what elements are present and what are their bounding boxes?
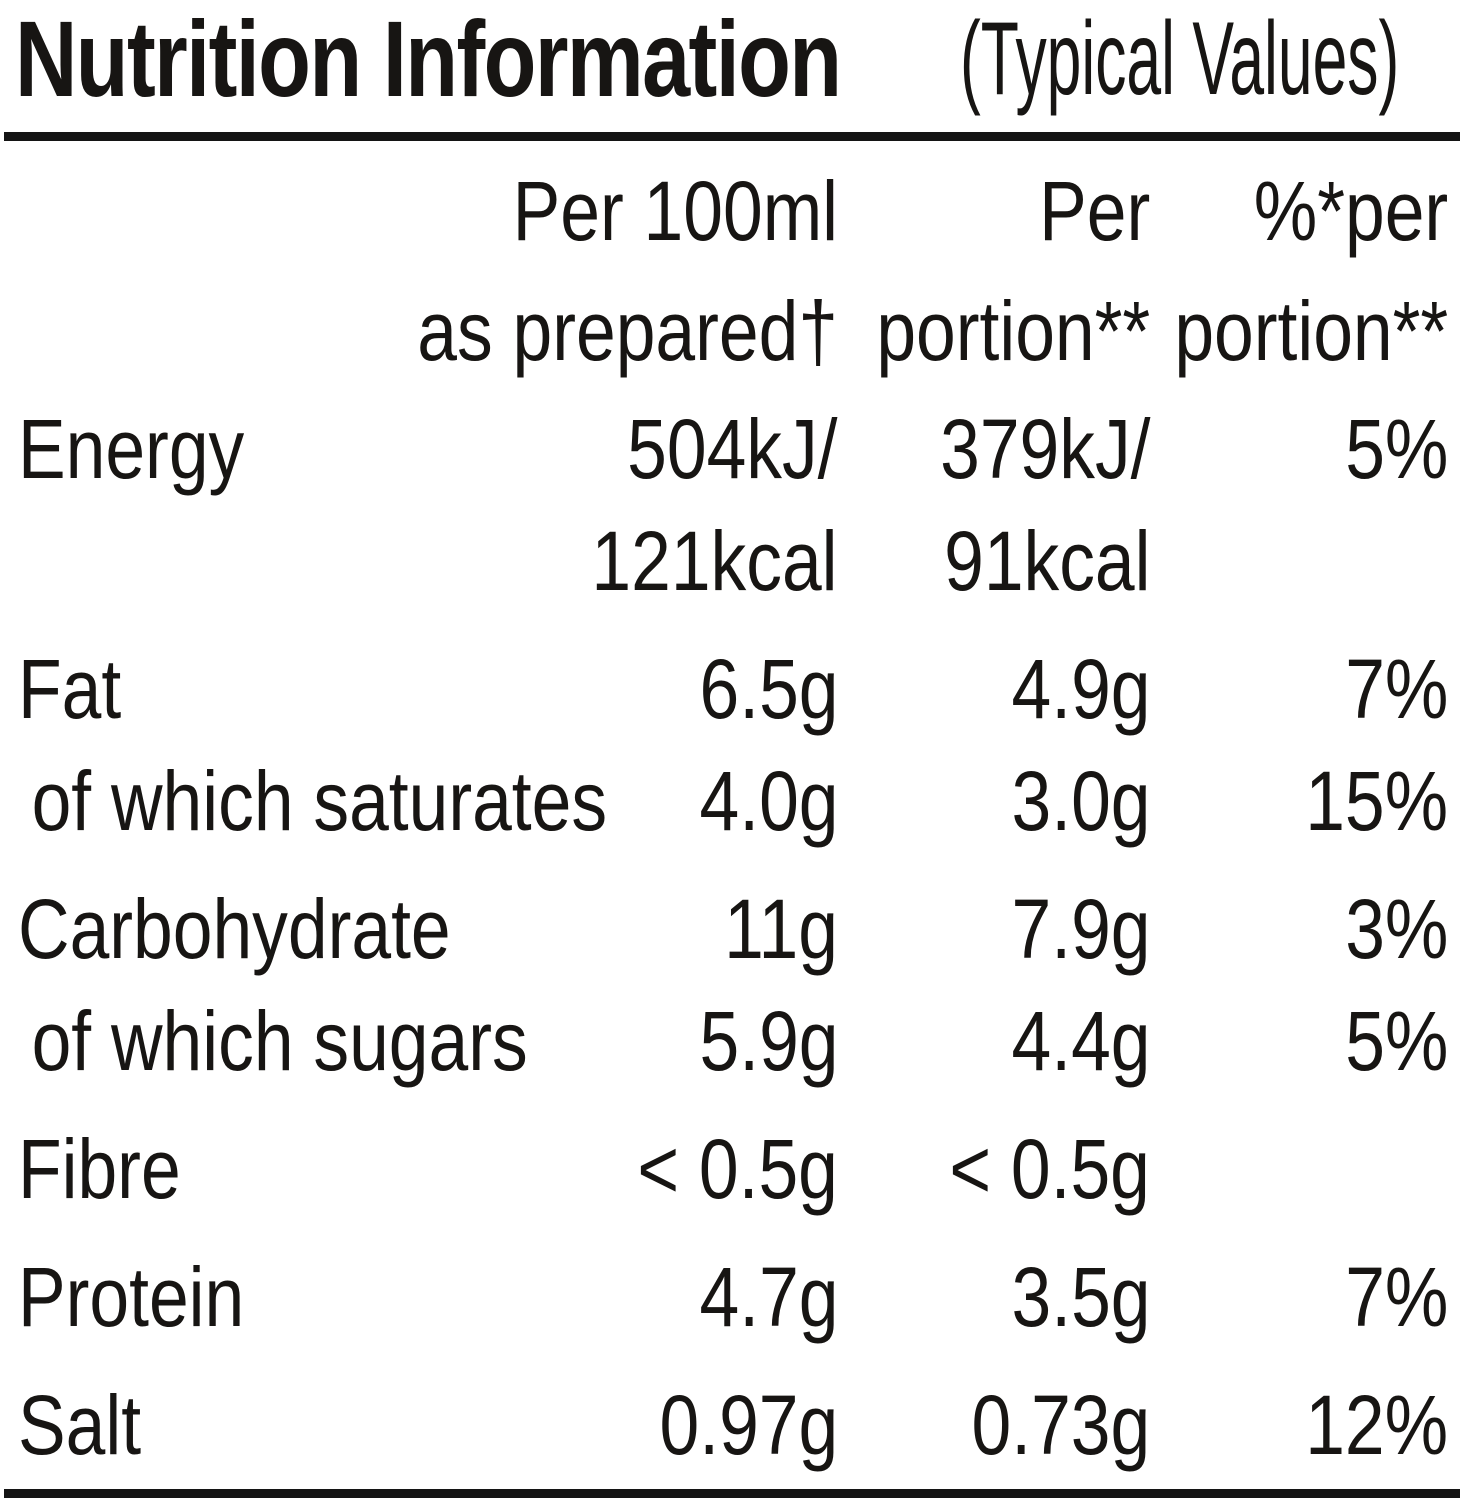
nutrient-row-salt: Salt 0.97g 0.73g 12%: [18, 1369, 1448, 1481]
row-label: of which saturates: [31, 754, 608, 848]
value-percent-ri: 7%: [1344, 642, 1448, 736]
value-per-portion: 379kJ/ 91kcal: [940, 393, 1150, 617]
value-percent-ri: 5%: [1344, 994, 1448, 1088]
nutrient-row-sugars: of which sugars 5.9g 4.4g 5%: [18, 985, 1448, 1097]
value-per-portion: 3.0g: [1011, 754, 1150, 848]
value-per-100ml: 5.9g: [699, 994, 838, 1088]
value-per-100ml: 6.5g: [699, 642, 838, 736]
value-per-portion: < 0.5g: [949, 1122, 1150, 1216]
value-per-portion: 4.4g: [1011, 994, 1150, 1088]
nutrient-row-saturates: of which saturates 4.0g 3.0g 15%: [18, 745, 1448, 857]
value-percent-ri: 7%: [1344, 1250, 1448, 1344]
value-percent-ri: 12%: [1305, 1378, 1448, 1472]
value-percent-ri: 5%: [1344, 402, 1448, 496]
value-per-portion: 4.9g: [1011, 642, 1150, 736]
bottom-rule: [4, 1489, 1460, 1498]
nutrient-row-energy: Energy 504kJ/ 121kcal 379kJ/ 91kcal 5%: [18, 393, 1448, 617]
header-percent-line2: portion**: [1174, 284, 1448, 378]
column-header-per-portion: Per portion**: [876, 151, 1150, 391]
energy-kj-per-portion: 379kJ/: [939, 402, 1150, 496]
value-per-100ml: 4.0g: [699, 754, 838, 848]
value-per-portion: 3.5g: [1011, 1250, 1150, 1344]
panel-title: Nutrition Information (Typical Values): [15, 0, 1448, 119]
top-rule: [4, 132, 1460, 141]
column-header-per-100ml: Per 100ml as prepared†: [417, 151, 838, 391]
row-label: Carbohydrate: [18, 882, 451, 976]
value-per-portion: 7.9g: [1011, 882, 1150, 976]
row-label: of which sugars: [31, 994, 528, 1088]
value-per-100ml: < 0.5g: [637, 1122, 838, 1216]
value-per-100ml: 504kJ/ 121kcal: [592, 393, 838, 617]
title-text: Nutrition Information: [15, 0, 842, 119]
value-per-100ml: 4.7g: [699, 1250, 838, 1344]
nutrient-row-protein: Protein 4.7g 3.5g 7%: [18, 1241, 1448, 1353]
energy-kj-per-100ml: 504kJ/: [627, 402, 838, 496]
value-percent-ri: 3%: [1344, 882, 1448, 976]
value-percent-ri: 15%: [1305, 754, 1448, 848]
energy-kcal-per-100ml: 121kcal: [591, 514, 838, 608]
row-label: Fat: [18, 642, 122, 736]
row-label: Protein: [18, 1250, 245, 1344]
row-label: Salt: [18, 1378, 142, 1472]
column-header-percent-per-portion: %*per portion**: [1174, 151, 1448, 391]
nutrient-row-carbohydrate: Carbohydrate 11g 7.9g 3%: [18, 873, 1448, 985]
value-per-100ml: 0.97g: [659, 1378, 838, 1472]
header-per-portion-line2: portion**: [876, 284, 1150, 378]
energy-kcal-per-portion: 91kcal: [943, 514, 1150, 608]
nutrient-row-fat: Fat 6.5g 4.9g 7%: [18, 633, 1448, 745]
header-per-100ml-line2: as prepared†: [417, 284, 838, 378]
table-header-row: Per 100ml as prepared† Per portion** %*p…: [18, 151, 1448, 391]
header-per-portion-line1: Per: [1038, 164, 1150, 258]
value-per-100ml: 11g: [724, 882, 838, 976]
value-per-portion: 0.73g: [971, 1378, 1150, 1472]
header-percent-line1: %*per: [1253, 164, 1448, 258]
title-suffix-text: (Typical Values): [960, 1, 1400, 117]
row-label: Fibre: [18, 1122, 181, 1216]
nutrient-row-fibre: Fibre < 0.5g < 0.5g: [18, 1113, 1448, 1225]
header-per-100ml-line1: Per 100ml: [512, 164, 838, 258]
row-label: Energy: [18, 402, 245, 496]
